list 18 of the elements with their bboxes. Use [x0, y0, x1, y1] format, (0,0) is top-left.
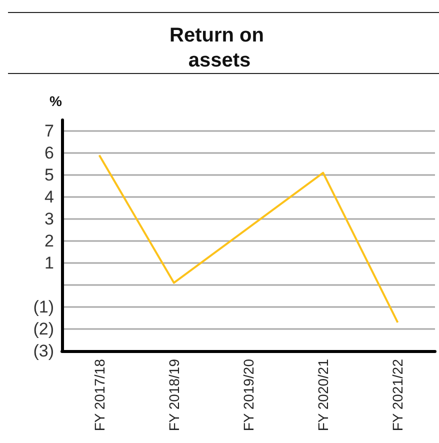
x-tick-label: FY 2020/21	[315, 358, 332, 432]
y-tick-label: 1	[44, 254, 54, 272]
y-axis-title: %	[50, 93, 63, 109]
y-tick-label: (2)	[33, 320, 54, 338]
line-series	[98, 154, 399, 324]
y-tick-label: 2	[44, 232, 54, 250]
y-tick-label: 5	[44, 166, 54, 184]
y-tick-label: 3	[44, 210, 54, 228]
chart-title: Return on assets	[170, 24, 270, 72]
y-tick-label: 4	[44, 188, 54, 206]
y-tick-label: 6	[44, 144, 54, 162]
y-tick-label: (3)	[33, 342, 54, 360]
y-tick-label: (1)	[33, 298, 54, 316]
x-tick-label: FY 2017/18	[91, 358, 108, 432]
x-tick-label: FY 2018/19	[166, 358, 182, 432]
x-tick-label: FY 2019/20	[240, 358, 256, 432]
x-tick-label: FY 2021/22	[390, 358, 406, 432]
y-tick-label: 7	[44, 122, 54, 140]
